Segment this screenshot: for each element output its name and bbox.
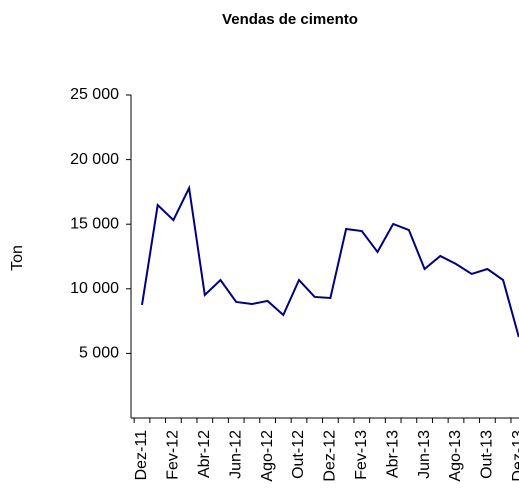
x-tick-label: Abr-13 (384, 430, 401, 478)
x-tick-label: Jun-12 (227, 430, 244, 479)
x-tick-label: Dez-11 (133, 430, 150, 480)
x-tick-label: Ago-12 (259, 430, 276, 482)
y-tick-label: 5 000 (79, 345, 119, 362)
x-tick-label: Fev-13 (353, 430, 370, 480)
x-tick-label: Abr-12 (196, 430, 213, 478)
y-tick-label: 25 000 (70, 86, 119, 103)
chart-title: Vendas de cimento (222, 11, 358, 28)
y-tick-label: 15 000 (70, 215, 119, 232)
x-tick-label: Out-12 (290, 430, 307, 479)
x-tick-label: Dez-13 (510, 430, 519, 482)
line-series (141, 184, 519, 338)
y-tick-label: 10 000 (70, 280, 119, 297)
x-tick-label: Dez-12 (322, 430, 339, 482)
x-tick-label: Ago-13 (447, 430, 464, 482)
x-tick-label: Fev-12 (165, 430, 182, 480)
x-tick-label: Out-13 (479, 430, 496, 479)
y-tick-label: 20 000 (70, 151, 119, 168)
x-tick-label: Jun-13 (416, 430, 433, 479)
y-axis-label: Ton (9, 245, 26, 271)
